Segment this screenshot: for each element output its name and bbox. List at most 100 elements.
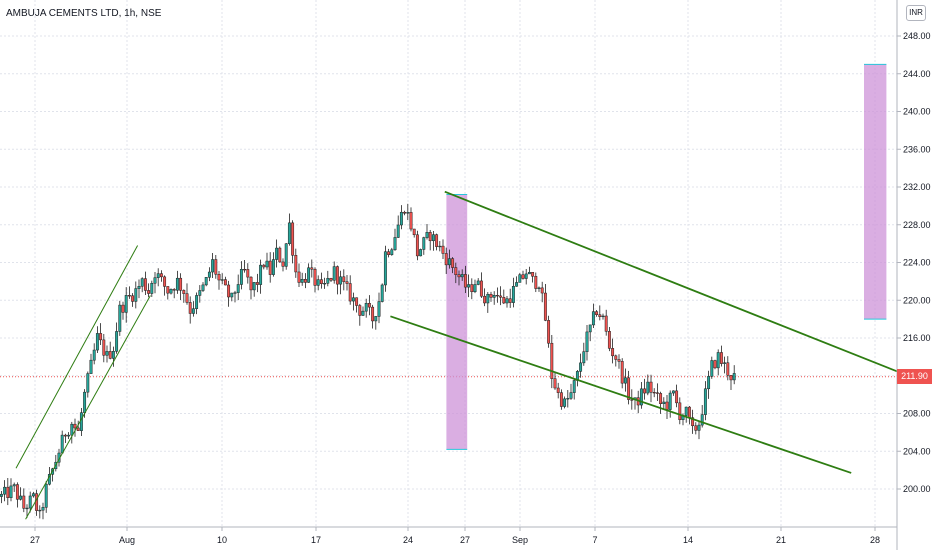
time-tick-label: 14: [683, 535, 693, 545]
candle-body-down: [387, 251, 391, 255]
candle-body-up: [175, 277, 179, 291]
candle-body-down: [553, 378, 557, 389]
candle-body-down: [262, 264, 266, 268]
candle-body-down: [291, 222, 295, 256]
time-tick-label: 21: [776, 535, 786, 545]
candle-body-up: [723, 362, 727, 364]
price-tick-label: 244.00: [903, 69, 931, 79]
candle-body-down: [166, 286, 170, 294]
candle-body-down: [313, 268, 317, 286]
candle-body-up: [211, 259, 215, 273]
time-tick-label: Aug: [119, 535, 135, 545]
candle-body-up: [31, 493, 35, 497]
candle-body-down: [185, 293, 189, 303]
candle-body-down: [172, 289, 176, 291]
price-tick-label: 220.00: [903, 295, 931, 305]
candle-body-down: [335, 266, 339, 285]
candle-body-up: [0, 493, 3, 497]
candle-body-down: [22, 495, 26, 509]
candle-body-down: [99, 333, 103, 341]
candle-body-up: [201, 284, 205, 291]
range-box: [864, 64, 887, 320]
candle-body-up: [716, 352, 720, 369]
time-tick-label: 28: [870, 535, 880, 545]
price-tick-label: 236.00: [903, 144, 931, 154]
candle-body-down: [246, 269, 250, 278]
candle-body-up: [86, 373, 90, 393]
candle-body-down: [534, 275, 538, 289]
candle-body-down: [409, 212, 413, 230]
candle-body-up: [118, 304, 122, 332]
candle-body-up: [156, 273, 160, 278]
candle-body-up: [38, 509, 42, 512]
price-axis[interactable]: 200.00204.00208.00212.00216.00220.00224.…: [897, 31, 931, 494]
candle-body-up: [515, 282, 519, 287]
descending-channel-lower: [390, 315, 852, 474]
candle-body-up: [579, 362, 583, 372]
candle-body-up: [207, 271, 211, 278]
currency-badge[interactable]: INR: [906, 5, 926, 21]
candle-body-up: [140, 278, 144, 287]
candles: [0, 203, 736, 520]
candle-body-down: [559, 392, 563, 407]
candle-body-down: [188, 302, 192, 314]
candle-body-down: [147, 290, 151, 294]
candle-body-down: [319, 279, 323, 284]
trendlines[interactable]: [15, 190, 916, 520]
candle-body-down: [499, 295, 503, 298]
price-tick-label: 216.00: [903, 333, 931, 343]
candle-body-down: [678, 402, 682, 420]
candle-body-down: [412, 228, 416, 236]
candle-body-down: [358, 305, 362, 316]
candle-body-up: [19, 495, 23, 500]
candle-body-up: [662, 401, 666, 404]
candle-body-down: [76, 427, 80, 431]
price-tick-label: 240.00: [903, 107, 931, 117]
candle-body-up: [572, 380, 576, 393]
candle-body-up: [239, 268, 243, 285]
candle-body-down: [495, 295, 499, 297]
candle-body-down: [595, 311, 599, 315]
candle-body-down: [303, 279, 307, 283]
candle-body-down: [179, 277, 183, 291]
candle-body-down: [345, 281, 349, 284]
candle-body-down: [470, 284, 474, 293]
candle-body-down: [163, 276, 167, 287]
candle-body-up: [377, 301, 381, 317]
candle-body-down: [652, 391, 656, 394]
time-axis[interactable]: 27 Aug 10 17 24 27 Sep 7 14 21 28: [30, 527, 880, 545]
candle-body-up: [518, 274, 522, 283]
range-boxes[interactable]: [446, 63, 887, 450]
price-tick-label: 208.00: [903, 409, 931, 419]
candle-body-up: [70, 423, 74, 436]
candle-body-down: [217, 274, 221, 281]
candle-body-down: [547, 320, 551, 344]
candle-body-up: [393, 237, 397, 251]
candle-body-down: [441, 245, 445, 254]
candle-body-up: [351, 297, 355, 302]
candle-body-up: [316, 279, 320, 286]
candle-body-down: [556, 387, 560, 393]
candle-body-up: [3, 486, 7, 495]
candle-body-up: [582, 351, 586, 364]
candle-body-down: [691, 417, 695, 427]
candle-body-down: [268, 260, 272, 275]
candle-body-up: [537, 287, 541, 289]
candle-body-up: [476, 280, 480, 285]
candle-body-up: [639, 388, 643, 406]
candle-body-down: [719, 352, 723, 364]
candle-body-down: [630, 399, 634, 401]
candle-body-down: [655, 392, 659, 394]
candle-body-up: [259, 264, 263, 285]
candle-body-down: [508, 298, 512, 303]
candle-body-up: [646, 381, 650, 394]
candle-body-up: [9, 485, 13, 498]
candle-body-up: [422, 237, 426, 250]
candle-body-up: [275, 247, 279, 260]
time-tick-label: 7: [592, 535, 597, 545]
time-tick-label: 27: [460, 535, 470, 545]
candle-body-down: [643, 388, 647, 394]
candle-body-up: [380, 284, 384, 302]
candle-body-up: [492, 295, 496, 298]
